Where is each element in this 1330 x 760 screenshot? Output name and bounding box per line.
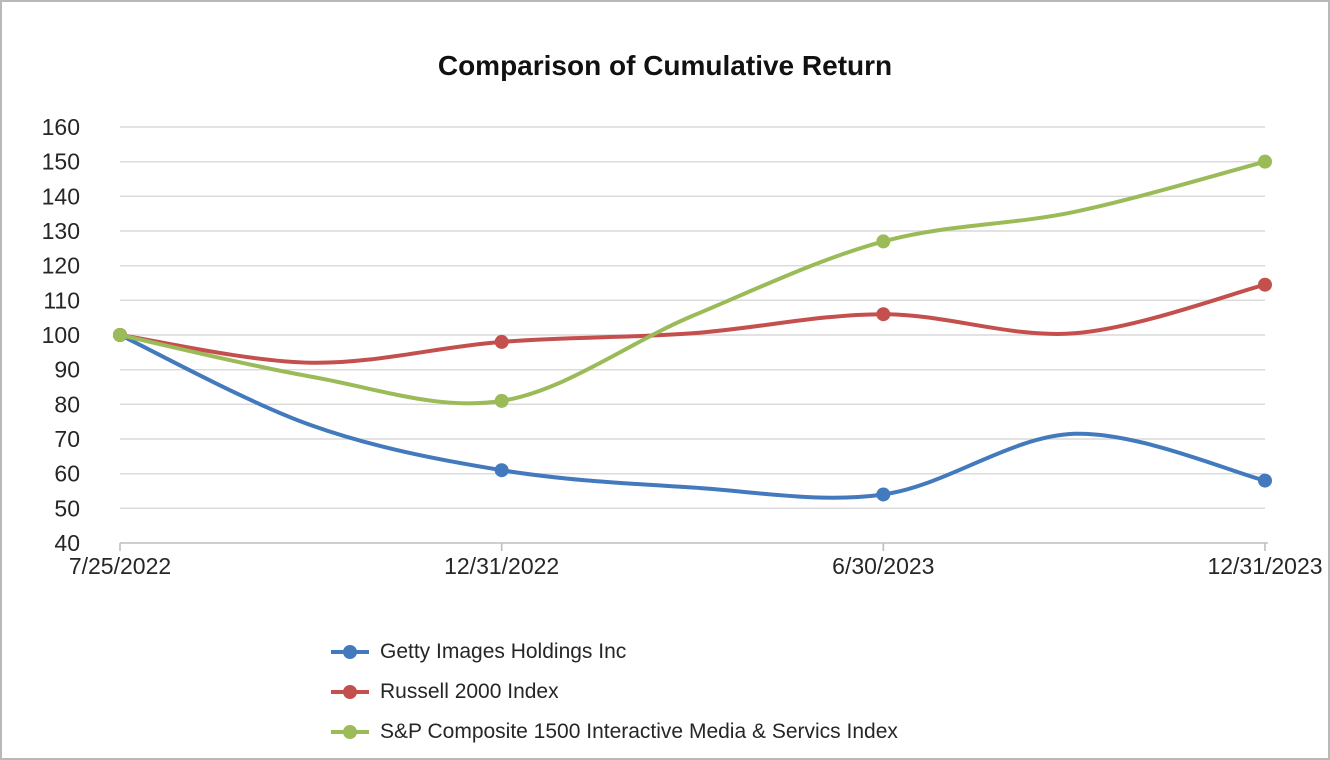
series-marker-0	[876, 487, 891, 502]
chart-title: Comparison of Cumulative Return	[437, 50, 893, 81]
y-axis-label: 70	[54, 426, 80, 452]
y-axis-label: 90	[54, 357, 80, 383]
x-axis-label: 12/31/2023	[1207, 553, 1322, 579]
legend-label-sp1500: S&P Composite 1500 Interactive Media & S…	[380, 720, 898, 743]
y-axis-label: 160	[42, 114, 80, 140]
x-axis-label: 6/30/2023	[832, 553, 934, 579]
line-marker-icon	[331, 725, 369, 739]
series-marker-0	[494, 463, 509, 478]
y-axis-label: 150	[42, 149, 80, 175]
series-line-0	[118, 333, 1267, 500]
legend-label-russell: Russell 2000 Index	[380, 680, 559, 703]
series-marker-2	[113, 328, 127, 342]
y-axis-label: 130	[42, 218, 80, 244]
series-line-2	[118, 159, 1267, 406]
y-axis-label: 50	[54, 495, 80, 521]
series-marker-2	[494, 393, 509, 408]
y-axis-label: 140	[42, 183, 80, 209]
line-marker-icon	[331, 685, 369, 699]
legend-label-getty: Getty Images Holdings Inc	[380, 640, 627, 663]
legend-item-sp1500: S&P Composite 1500 Interactive Media & S…	[330, 712, 898, 752]
y-axis-label: 110	[43, 287, 80, 313]
series-line-1	[118, 282, 1267, 365]
series-marker-2	[1258, 154, 1272, 169]
line-marker-icon	[331, 645, 369, 659]
series-marker-2	[876, 234, 891, 249]
series-marker-0	[1258, 473, 1272, 488]
y-axis-label: 120	[42, 253, 80, 279]
chart-legend: Getty Images Holdings Inc Russell 2000 I…	[330, 632, 898, 752]
legend-item-russell: Russell 2000 Index	[330, 672, 898, 712]
x-axis-label: 7/25/2022	[69, 553, 171, 579]
y-axis-label: 80	[54, 391, 80, 417]
series-marker-1	[876, 307, 891, 322]
y-axis-label: 60	[54, 461, 80, 487]
series-marker-1	[1258, 277, 1272, 292]
legend-item-getty: Getty Images Holdings Inc	[330, 632, 898, 672]
series-marker-1	[494, 334, 509, 349]
y-axis-label: 100	[42, 322, 80, 348]
y-axis-label: 40	[54, 530, 80, 556]
x-axis-label: 12/31/2022	[444, 553, 559, 579]
